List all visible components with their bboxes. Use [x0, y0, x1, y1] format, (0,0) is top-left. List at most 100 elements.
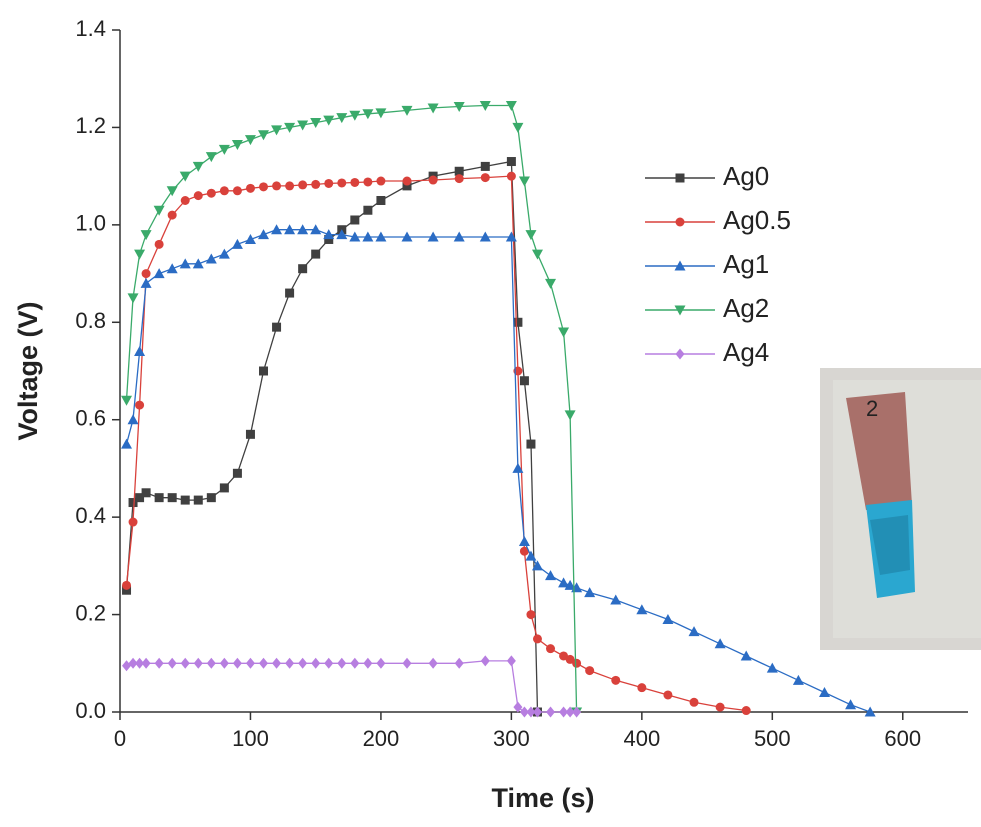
marker [135, 400, 145, 410]
y-tick-label: 0.6 [75, 406, 106, 431]
marker [127, 293, 139, 304]
series [122, 157, 542, 717]
marker [376, 176, 386, 186]
marker [864, 706, 876, 717]
marker [675, 348, 685, 360]
marker [323, 229, 335, 240]
marker [584, 587, 596, 598]
marker [311, 249, 321, 259]
marker [324, 657, 334, 669]
series [122, 171, 751, 716]
marker [166, 263, 178, 274]
marker [272, 322, 282, 332]
marker [564, 410, 576, 421]
marker [663, 690, 673, 700]
marker [310, 118, 322, 129]
marker [128, 517, 138, 527]
marker [525, 230, 537, 241]
marker [128, 498, 138, 508]
marker [513, 701, 523, 713]
marker [545, 570, 557, 581]
marker [167, 493, 177, 503]
marker [259, 366, 269, 376]
marker [349, 110, 361, 121]
marker [545, 278, 557, 289]
marker [324, 178, 334, 188]
marker [231, 139, 243, 150]
marker [402, 181, 412, 191]
sample-mark: 2 [866, 396, 878, 421]
marker [526, 610, 536, 620]
marker [134, 249, 146, 260]
marker [298, 264, 308, 274]
marker [284, 122, 296, 133]
marker [285, 657, 295, 669]
marker [845, 699, 857, 710]
marker [121, 395, 133, 406]
marker [297, 224, 309, 235]
marker [513, 317, 523, 327]
marker [336, 113, 348, 124]
x-tick-label: 500 [754, 726, 791, 751]
marker [531, 560, 543, 571]
series [121, 224, 876, 717]
series [122, 655, 582, 718]
marker [245, 429, 255, 439]
sample-top [846, 392, 912, 510]
y-axis-title: Voltage (V) [13, 301, 43, 440]
marker [206, 188, 216, 198]
marker [323, 115, 335, 126]
marker [362, 109, 374, 120]
marker [122, 585, 132, 595]
x-tick-label: 300 [493, 726, 530, 751]
marker [272, 181, 282, 191]
marker [349, 231, 361, 242]
marker [453, 101, 465, 112]
marker [792, 674, 804, 685]
marker [166, 186, 178, 197]
marker [127, 414, 139, 425]
marker [180, 495, 190, 505]
marker [179, 258, 191, 269]
marker [154, 239, 164, 249]
marker [512, 462, 524, 473]
marker [675, 217, 685, 227]
marker [454, 166, 464, 176]
marker [636, 604, 648, 615]
marker [512, 122, 524, 133]
marker [219, 186, 229, 196]
marker [505, 231, 517, 242]
marker [141, 488, 151, 498]
x-tick-label: 400 [623, 726, 660, 751]
marker [480, 173, 490, 183]
marker [337, 178, 347, 188]
marker [363, 657, 373, 669]
marker [526, 439, 536, 449]
marker [141, 657, 151, 669]
legend-label: Ag1 [723, 249, 769, 279]
marker [376, 657, 386, 669]
marker [674, 305, 686, 316]
marker [285, 288, 295, 298]
marker [715, 702, 725, 712]
marker [284, 224, 296, 235]
y-tick-label: 0.4 [75, 503, 106, 528]
marker [135, 657, 145, 669]
series-line [126, 660, 577, 713]
marker [232, 657, 242, 669]
marker [375, 108, 387, 119]
marker [546, 644, 556, 654]
marker [271, 224, 283, 235]
marker [572, 658, 582, 668]
marker [362, 231, 374, 242]
marker [350, 177, 360, 187]
marker [532, 634, 542, 644]
marker [558, 327, 570, 338]
marker [297, 120, 309, 131]
marker [350, 215, 360, 225]
marker [818, 687, 830, 698]
marker [271, 125, 283, 136]
marker [153, 268, 165, 279]
marker [219, 657, 229, 669]
